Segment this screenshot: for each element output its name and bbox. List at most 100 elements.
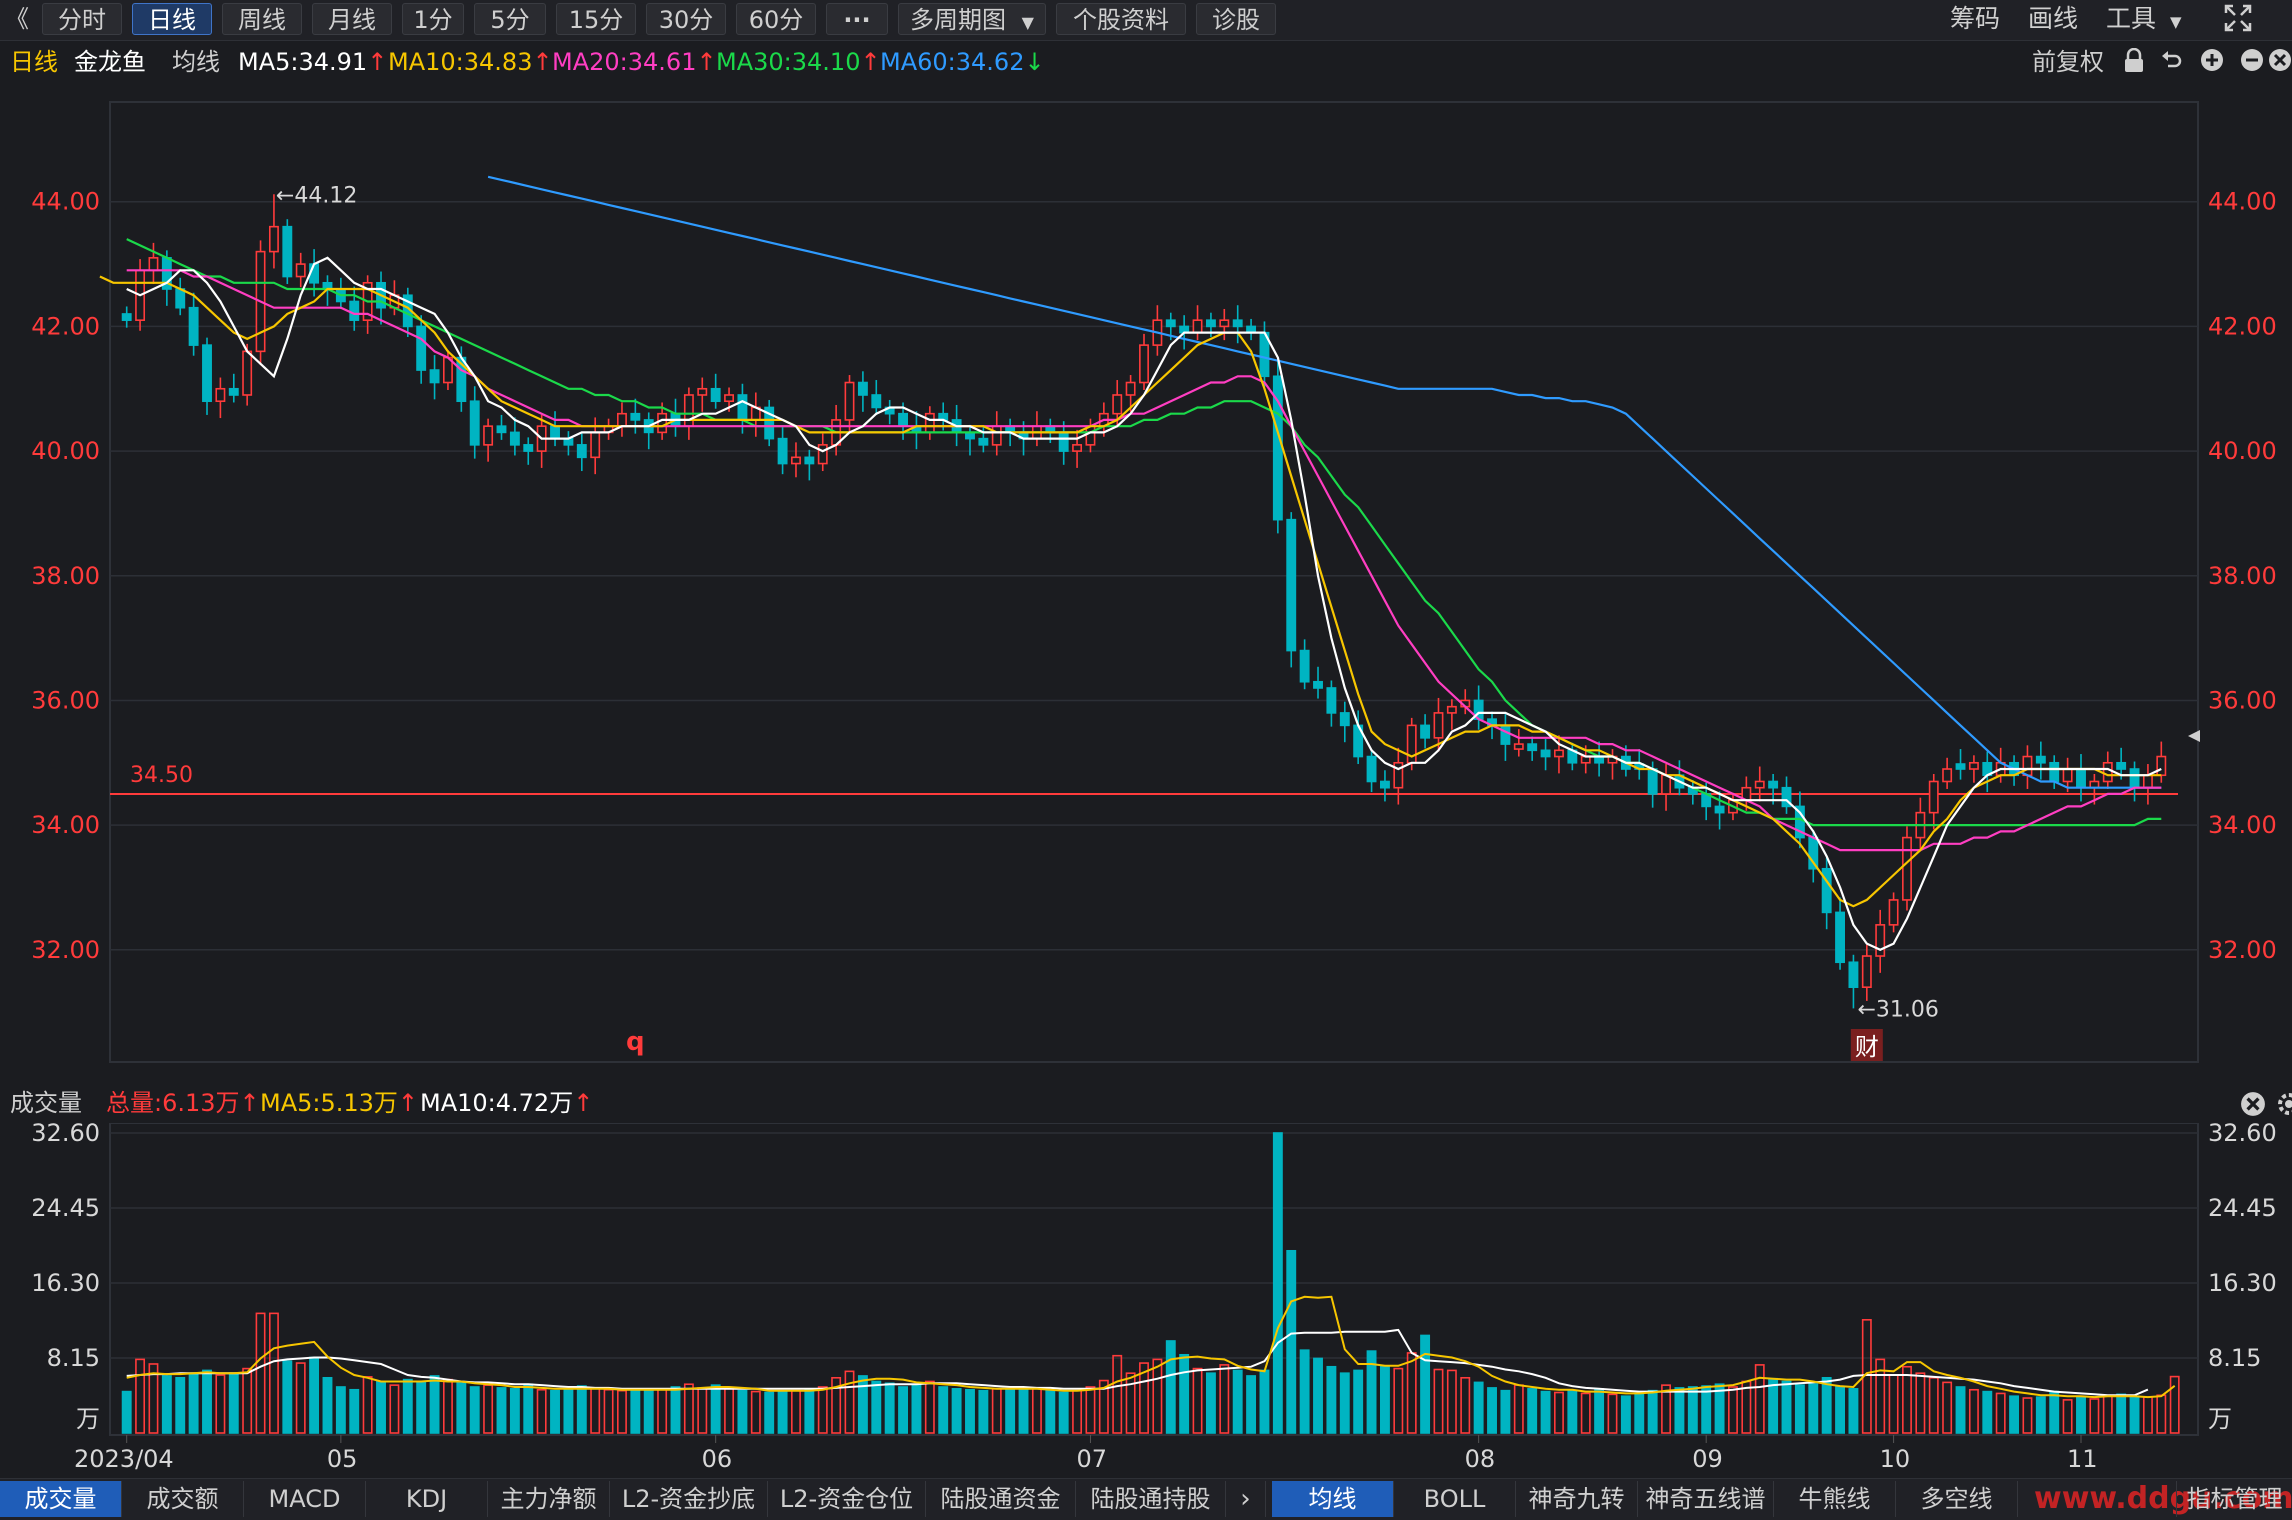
ma10-text: MA10:34.83 [388,48,533,76]
tab-overlay-boll[interactable]: BOLL [1394,1481,1516,1517]
volume-bar-up [1902,1365,1912,1434]
volume-bar-up [1888,1374,1899,1434]
candle-up [483,425,494,446]
volume-bar-down [175,1376,186,1434]
volume-bar-down [1848,1388,1859,1434]
tab-period-60min[interactable]: 60分 [736,3,816,35]
more-button[interactable]: ··· [826,3,888,35]
ma5-value: MA5:34.91↑ [238,40,387,84]
period-toolbar: 《 分时 日线 周线 月线 1分 5分 15分 30分 60分 ··· 多周期图… [0,0,2292,41]
candlestick-chart[interactable]: 44.00 42.00 40.00 38.00 36.00 34.00 32.00 44.0… [0,84,2292,1084]
tab-indicator-l2-bottom[interactable]: L2-资金抄底 [610,1481,768,1517]
tab-indicator-turnover[interactable]: 成交额 [122,1481,244,1517]
volume-bar-up [1875,1358,1886,1434]
close-circle-icon[interactable] [2240,1089,2266,1129]
ma30-value: MA30:34.10↑ [716,40,881,84]
zoom-in-icon[interactable] [2198,48,2226,76]
adjust-mode-button[interactable]: 前复权 [2032,48,2104,76]
volume-bar-down [563,1388,574,1434]
volume-bar-up [924,1380,935,1434]
tab-indicator-kdj[interactable]: KDJ [366,1481,488,1517]
candle-down [857,381,868,396]
candle-up [1875,924,1886,957]
tab-period-5min[interactable]: 5分 [474,3,546,35]
candle-down [1955,763,1966,770]
tab-indicator-hk-connect-flow[interactable]: 陆股通资金 [926,1481,1076,1517]
zoom-out-icon[interactable] [2238,48,2266,76]
ma-settings-label[interactable]: 均线 [172,48,220,76]
volume-bar-down [576,1385,587,1434]
caret-down-icon: ▼ [2169,13,2182,31]
indicator-manage-button[interactable]: 指标管理 [2176,1481,2292,1517]
tab-indicator-main-net[interactable]: 主力净额 [488,1481,610,1517]
volume-bar-down [1835,1386,1846,1434]
price-level-line[interactable]: 34.50 [110,763,2178,795]
tab-period-fenshi[interactable]: 分时 [42,3,122,35]
undo-icon[interactable] [2158,48,2186,76]
multi-period-label: 多周期图 [910,6,1007,34]
price-tick-label: 40.00 [2208,437,2277,465]
date-tick-label: 08 [1465,1445,1496,1473]
volume-bar-down [1714,1383,1725,1434]
tab-overlay-five-lines[interactable]: 神奇五线谱 [1638,1481,1774,1517]
volume-bar-down [202,1369,212,1434]
volume-bar-up [657,1388,668,1434]
tab-indicator-macd[interactable]: MACD [244,1481,366,1517]
volume-bar-down [1353,1369,1364,1434]
ma5-text: MA5:34.91 [238,48,368,76]
tab-overlay-td9[interactable]: 神奇九转 [1516,1481,1638,1517]
tab-indicator-hk-connect-hold[interactable]: 陆股通持股 [1076,1481,1226,1517]
diagnose-button[interactable]: 诊股 [1196,3,1276,35]
candle-up [657,412,668,434]
chips-button[interactable]: 筹码 [1950,4,2001,33]
candle-down [1420,724,1431,739]
lock-icon[interactable] [2120,47,2148,76]
tab-indicator-volume[interactable]: 成交量 [0,1481,122,1517]
draw-line-button[interactable]: 画线 [2028,4,2079,33]
stock-name[interactable]: 金龙鱼 [74,48,146,76]
volume-bar-up [791,1389,801,1434]
date-axis: 2023/04 05 06 07 08 09 10 11 [74,1435,2098,1473]
tab-overlay-long-short[interactable]: 多空线 [1896,1481,2018,1517]
tab-period-monthly[interactable]: 月线 [312,3,392,35]
volume-bar-up [2062,1399,2073,1434]
stock-info-button[interactable]: 个股资料 [1056,3,1186,35]
multi-period-dropdown[interactable]: 多周期图 ▼ [898,3,1046,35]
volume-bar-up [1192,1367,1203,1434]
volume-tick-label: 16.30 [2208,1269,2277,1297]
candle-down [871,394,882,409]
volume-bar-down [469,1386,480,1434]
volume-ma5: MA5:5.13万↑ [260,1083,418,1123]
volume-bar-up [817,1386,828,1434]
tab-period-30min[interactable]: 30分 [646,3,726,35]
tools-dropdown[interactable]: 工具 ▼ [2106,2,2182,36]
volume-bar-down [1768,1377,1779,1434]
tab-period-15min[interactable]: 15分 [556,3,636,35]
candle-down [1232,319,1243,328]
volume-chart[interactable]: 32.60 24.45 16.30 8.15 万 32.60 24.45 16.30 8.15… [0,1123,2292,1478]
chevron-right-icon[interactable]: › [1226,1481,1266,1517]
volume-bar-down [1058,1391,1069,1434]
volume-bar-up [135,1358,146,1434]
price-tick-label: 32.00 [2208,936,2277,964]
tab-overlay-bull-bear[interactable]: 牛熊线 [1774,1481,1896,1517]
double-chevron-left-icon[interactable]: 《 [5,5,29,33]
tab-indicator-l2-position[interactable]: L2-资金仓位 [768,1481,926,1517]
close-icon[interactable] [2266,48,2292,76]
candle-up [1928,780,1939,814]
candle-down [576,444,587,459]
gear-icon[interactable] [2276,1089,2292,1129]
volume-bar-up [683,1383,694,1434]
volume-axis-left: 32.60 24.45 16.30 8.15 万 [31,1123,100,1433]
date-tick-label: 06 [702,1445,733,1473]
tab-overlay-ma[interactable]: 均线 [1272,1481,1394,1517]
tab-period-weekly[interactable]: 周线 [222,3,302,35]
price-tick-label: 34.00 [2208,811,2277,839]
tab-period-daily[interactable]: 日线 [132,3,212,35]
candle-down [2049,761,2060,783]
volume-bar-down [1246,1375,1257,1434]
fullscreen-icon[interactable] [2222,2,2256,36]
tab-period-1min[interactable]: 1分 [402,3,464,35]
volume-tick-label: 16.30 [31,1269,100,1297]
volume-bar-up [536,1388,547,1434]
